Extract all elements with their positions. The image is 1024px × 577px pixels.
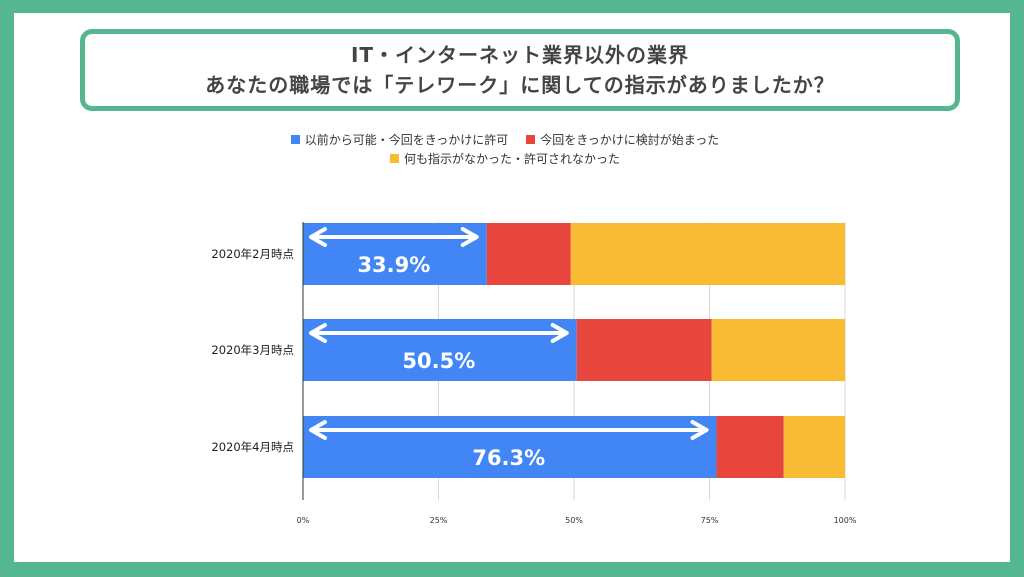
- x-tick-label: 0%: [297, 516, 310, 525]
- chart-title-line1: IT・インターネット業界以外の業界: [350, 43, 690, 67]
- arrow-head-right: [550, 323, 569, 343]
- legend-swatch-allowed: [290, 135, 300, 144]
- x-tick-label: 100%: [834, 516, 857, 525]
- legend-label-considering: 今回をきっかけに検討が始まった: [540, 133, 720, 147]
- arrow-head-left: [309, 420, 327, 440]
- bar-segment: [570, 223, 845, 285]
- data-label: 76.3%: [472, 446, 545, 470]
- legend-swatch-no-instruction: [389, 154, 399, 163]
- bar-segment: [711, 319, 845, 381]
- legend-label-no-instruction: 何も指示がなかった・許可されなかった: [403, 152, 620, 166]
- x-tick-label: 75%: [701, 516, 719, 525]
- legend-label-allowed: 以前から可能・今回をきっかけに許可: [304, 133, 509, 147]
- category-label: 2020年2月時点: [211, 247, 294, 261]
- bar-segment: [303, 416, 717, 478]
- title-box: IT・インターネット業界以外の業界 あなたの職場では「テレワーク」に関しての指示…: [80, 29, 960, 111]
- x-tick-label: 25%: [430, 516, 448, 525]
- legend-row-2: 何も指示がなかった・許可されなかった: [0, 149, 1010, 168]
- bar-segment: [783, 416, 845, 478]
- bar-segment: [303, 319, 577, 381]
- data-label: 50.5%: [402, 349, 475, 373]
- arrow-head-left: [309, 323, 327, 343]
- legend: 以前から可能・今回をきっかけに許可 今回をきっかけに検討が始まった 何も指示がな…: [0, 130, 1010, 168]
- legend-item-considering: 今回をきっかけに検討が始まった: [526, 131, 719, 148]
- bar-segment: [716, 416, 784, 478]
- arrow-head-right: [460, 227, 479, 247]
- bar-segment: [486, 223, 571, 285]
- arrow-head-right: [690, 420, 709, 440]
- category-label: 2020年4月時点: [211, 440, 294, 454]
- chart-title-line2: あなたの職場では「テレワーク」に関しての指示がありましたか？: [205, 73, 835, 97]
- bar-segment: [576, 319, 712, 381]
- category-label: 2020年3月時点: [211, 343, 294, 357]
- legend-item-allowed: 以前から可能・今回をきっかけに許可: [290, 131, 509, 148]
- legend-swatch-considering: [526, 135, 536, 144]
- legend-item-no-instruction: 何も指示がなかった・許可されなかった: [389, 150, 620, 167]
- x-tick-label: 50%: [565, 516, 583, 525]
- data-label: 33.9%: [357, 253, 430, 277]
- bar-segment: [303, 223, 487, 285]
- arrow-head-left: [309, 227, 327, 247]
- legend-row-1: 以前から可能・今回をきっかけに許可 今回をきっかけに検討が始まった: [0, 130, 1010, 149]
